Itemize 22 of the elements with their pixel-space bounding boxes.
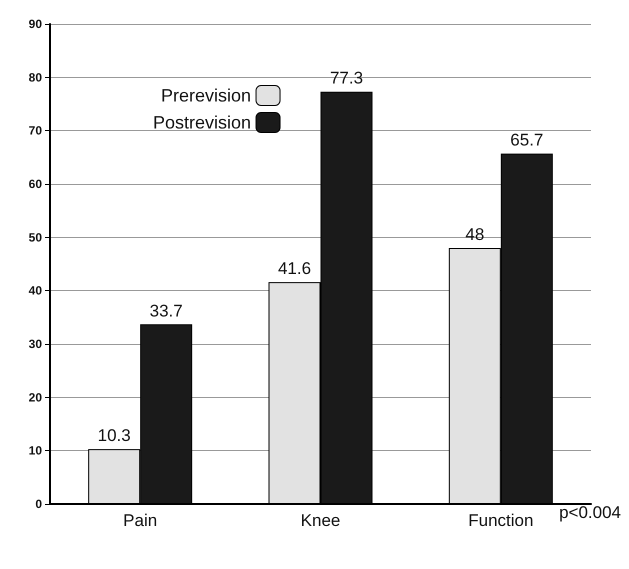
y-tick-label: 40 bbox=[28, 284, 42, 298]
x-tick-label: Knee bbox=[300, 511, 340, 530]
y-tick-label: 80 bbox=[28, 70, 42, 84]
legend-label: Prerevision bbox=[160, 86, 252, 106]
data-label: 65.7 bbox=[510, 130, 544, 150]
x-tick-label: Function bbox=[468, 511, 534, 530]
y-tick-label: 20 bbox=[28, 390, 42, 404]
y-tick-label: 0 bbox=[35, 497, 42, 511]
data-label: 33.7 bbox=[150, 301, 183, 320]
x-tick-label: Pain bbox=[123, 511, 158, 530]
y-tick-label: 70 bbox=[28, 124, 42, 138]
y-tick-label: 10 bbox=[28, 444, 42, 458]
data-label: 10.3 bbox=[98, 426, 131, 446]
legend-label: Postrevision bbox=[152, 112, 252, 132]
y-tick-label: 90 bbox=[28, 17, 42, 31]
data-label: 41.6 bbox=[278, 259, 312, 278]
annotation: p<0.004 bbox=[559, 503, 622, 522]
data-label: 48 bbox=[465, 225, 484, 244]
y-tick-label: 30 bbox=[28, 337, 42, 351]
y-tick-label: 50 bbox=[28, 230, 42, 244]
y-tick-label: 60 bbox=[28, 177, 42, 191]
data-label: 77.3 bbox=[330, 68, 364, 88]
